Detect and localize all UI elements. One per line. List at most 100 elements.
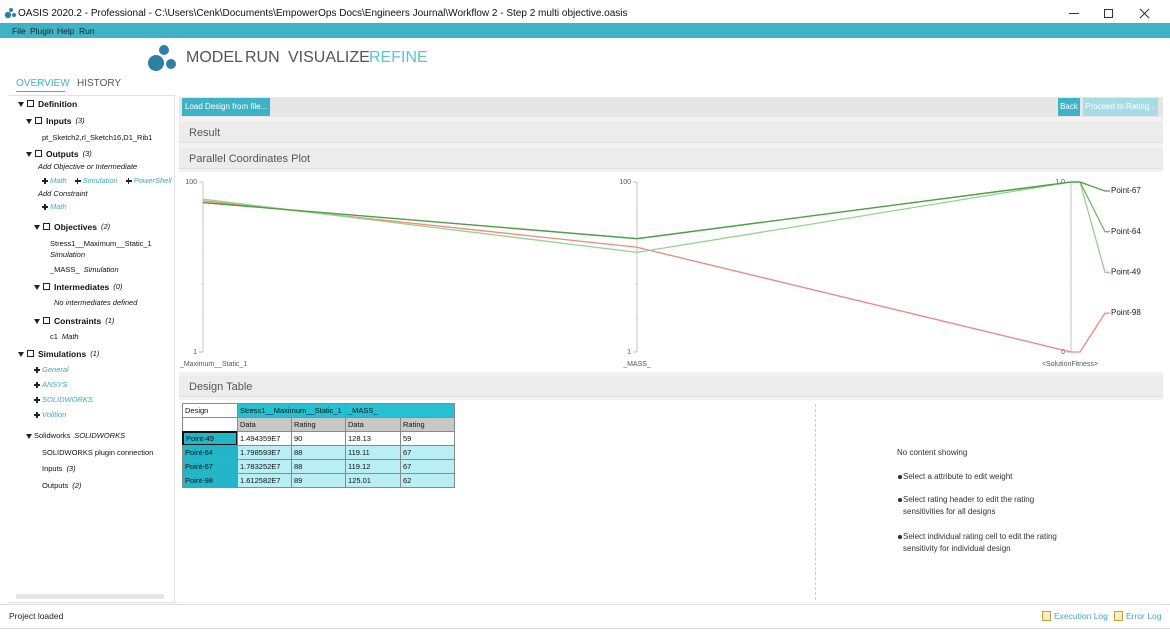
tree-link[interactable]: Math: [50, 176, 67, 185]
design-cell[interactable]: Point-64: [182, 445, 238, 460]
menu-item[interactable]: File: [12, 26, 26, 36]
tree-item[interactable]: Outputs: [46, 149, 79, 159]
table-cell[interactable]: 1.612582E7: [237, 473, 292, 488]
tree-item[interactable]: Inputs: [42, 464, 63, 473]
section-header: [179, 376, 1163, 397]
menu-item[interactable]: Plugin: [30, 26, 54, 36]
table-cell[interactable]: 90: [291, 431, 346, 446]
tree-item[interactable]: SOLIDWORKS plugin connection: [42, 448, 154, 457]
plus-icon: [36, 412, 38, 418]
tree-item[interactable]: c1: [50, 332, 58, 341]
tree-item[interactable]: Outputs: [42, 481, 69, 490]
expand-arrow[interactable]: [34, 225, 40, 230]
load-button[interactable]: Load Design from file...: [182, 98, 270, 116]
tree-item[interactable]: Add Objective or Intermediate: [38, 162, 138, 171]
tree-item[interactable]: Stress1__Maximum__Static_1: [50, 239, 152, 248]
tree-note: (1): [90, 349, 100, 358]
plot-area: [179, 172, 1163, 372]
tree-link[interactable]: General: [42, 365, 69, 374]
table-cell[interactable]: 1.798593E7: [237, 445, 292, 460]
expand-arrow[interactable]: [18, 352, 24, 357]
table-subheader[interactable]: Data: [237, 417, 292, 432]
tree-link[interactable]: Simulation: [82, 176, 118, 185]
table-subheader[interactable]: Rating: [400, 417, 455, 432]
log-icon: [1042, 611, 1051, 621]
table-subheader[interactable]: Data: [345, 417, 401, 432]
maximize-button[interactable]: [1104, 9, 1113, 18]
expand-arrow[interactable]: [34, 285, 40, 290]
table-cell[interactable]: 128.13: [345, 431, 401, 446]
tree-link[interactable]: ANSYS: [42, 380, 68, 389]
tree-item[interactable]: No intermediates defined: [54, 298, 138, 307]
tree-item[interactable]: pt_Sketch2,rl_Sketch16,D1_Rib1: [42, 133, 153, 142]
table-cell[interactable]: 89: [291, 473, 346, 488]
table-cell[interactable]: 67: [400, 445, 455, 460]
tree-item[interactable]: Definition: [38, 99, 78, 109]
bullet: [898, 535, 902, 539]
design-cell[interactable]: Point-98: [182, 473, 238, 488]
tree-note: (2): [72, 481, 82, 490]
expand-arrow[interactable]: [26, 119, 32, 124]
sidebar-tab[interactable]: OVERVIEW: [16, 78, 70, 89]
nav-tab[interactable]: REFINE: [369, 49, 428, 66]
minimize-button[interactable]: [1069, 13, 1079, 14]
table-cell[interactable]: 62: [400, 473, 455, 488]
table-cell[interactable]: 119.12: [345, 459, 401, 474]
tree-item[interactable]: _MASS_: [50, 265, 80, 274]
tree-item[interactable]: Constraints: [54, 316, 102, 326]
table-cell[interactable]: 88: [291, 445, 346, 460]
table-cell[interactable]: 88: [291, 459, 346, 474]
tree-item[interactable]: Simulations: [38, 349, 87, 359]
table-cell[interactable]: 119.11: [345, 445, 401, 460]
back-button[interactable]: Back: [1058, 98, 1080, 116]
tree-note: (3): [82, 149, 92, 158]
menu-item[interactable]: Run: [79, 26, 95, 36]
tree-note: (2): [101, 222, 111, 231]
design-cell[interactable]: Point-67: [182, 459, 238, 474]
nav-tab[interactable]: RUN: [245, 49, 280, 66]
status-link[interactable]: Error Log: [1126, 611, 1162, 621]
status-link[interactable]: Execution Log: [1054, 611, 1108, 621]
expand-arrow[interactable]: [26, 434, 32, 439]
info-text: Select rating header to edit the rating …: [903, 495, 1035, 516]
menu-bar: [0, 23, 1170, 38]
table-header[interactable]: Stress1__Maximum__Static_1: [237, 403, 346, 418]
tree-icon: [27, 100, 34, 107]
tree-icon: [35, 150, 42, 157]
tree-link[interactable]: Volition: [42, 410, 67, 419]
tree-icon: [43, 283, 50, 290]
tree-link[interactable]: PowerShell: [133, 176, 172, 185]
menu-item[interactable]: Help: [57, 26, 75, 36]
plus-icon: [36, 367, 38, 373]
tree-panel: [9, 95, 175, 603]
expand-arrow[interactable]: [34, 319, 40, 324]
table-subheader[interactable]: [182, 417, 238, 432]
table-cell[interactable]: 1.494359E7: [237, 431, 292, 446]
tree-link[interactable]: Math: [50, 202, 67, 211]
tree-note: Math: [61, 332, 79, 341]
design-cell[interactable]: Point-49: [182, 431, 238, 446]
expand-arrow[interactable]: [26, 152, 32, 157]
table-cell[interactable]: 67: [400, 459, 455, 474]
tree-item[interactable]: Add Constraint: [38, 189, 88, 198]
table-header[interactable]: _MASS_: [345, 403, 455, 418]
tree-link[interactable]: SOLIDWORKS: [42, 395, 93, 404]
table-cell[interactable]: 59: [400, 431, 455, 446]
table-subheader[interactable]: Rating: [291, 417, 346, 432]
tree-note: Simulation: [83, 265, 119, 274]
tree-item[interactable]: Intermediates: [54, 282, 110, 292]
plus-icon: [76, 178, 79, 184]
table-cell[interactable]: 125.01: [345, 473, 401, 488]
log-icon: [1114, 611, 1123, 621]
tree-item[interactable]: Inputs: [46, 116, 72, 126]
expand-arrow[interactable]: [18, 102, 24, 107]
sidebar-tab[interactable]: HISTORY: [77, 78, 122, 89]
nav-tab[interactable]: MODEL: [186, 49, 243, 66]
toolbar: [179, 97, 1163, 117]
table-header[interactable]: Design: [182, 403, 238, 418]
tree-item[interactable]: Solidworks: [34, 431, 71, 440]
tree-item[interactable]: Objectives: [54, 222, 97, 232]
nav-tab[interactable]: VISUALIZE: [288, 49, 370, 66]
table-cell[interactable]: 1.783252E7: [237, 459, 292, 474]
